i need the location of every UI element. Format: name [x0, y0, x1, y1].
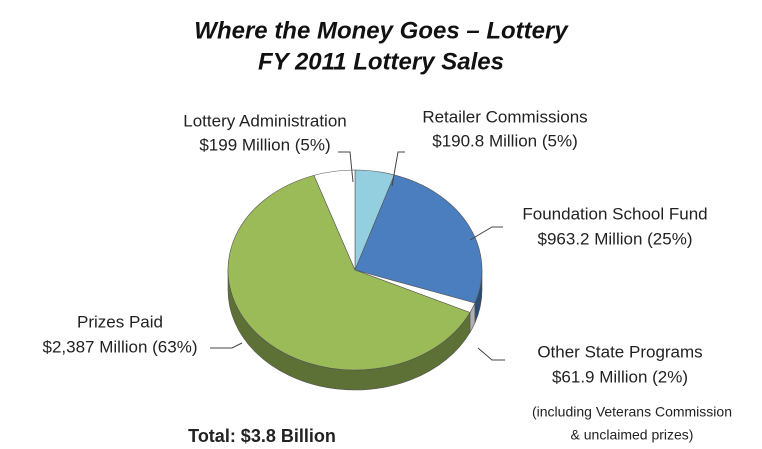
slice-label: Other State Programs: [537, 342, 702, 361]
slice-label: Foundation School Fund: [522, 204, 707, 223]
leader-line: [477, 347, 505, 361]
slice: [354, 174, 483, 304]
slice-value-label: $2,387 Million (63%): [43, 337, 198, 356]
slice: [313, 169, 356, 271]
total-label: Total: $3.8 Billion: [188, 426, 336, 446]
pie: [227, 169, 483, 391]
slice-value-label: $61.9 Million (2%): [552, 367, 688, 386]
leader-line: [210, 342, 243, 349]
slice-label: Lottery Administration: [183, 111, 346, 130]
leader-line: [338, 151, 354, 183]
note: (including Veterans Commission: [532, 404, 732, 420]
chart-title: Where the Money Goes – Lottery: [194, 17, 569, 44]
leader-line: [391, 151, 405, 187]
slice-value-label: $963.2 Million (25%): [538, 229, 693, 248]
slice-value-label: $199 Million (5%): [199, 135, 330, 154]
slice: [227, 175, 471, 371]
slice-label: Prizes Paid: [77, 312, 163, 331]
slice-label: Retailer Commissions: [422, 107, 587, 126]
note: & unclaimed prizes): [571, 427, 694, 443]
slice-value-label: $190.8 Million (5%): [432, 131, 578, 150]
chart-subtitle: FY 2011 Lottery Sales: [258, 48, 504, 75]
leader-line: [469, 226, 503, 241]
